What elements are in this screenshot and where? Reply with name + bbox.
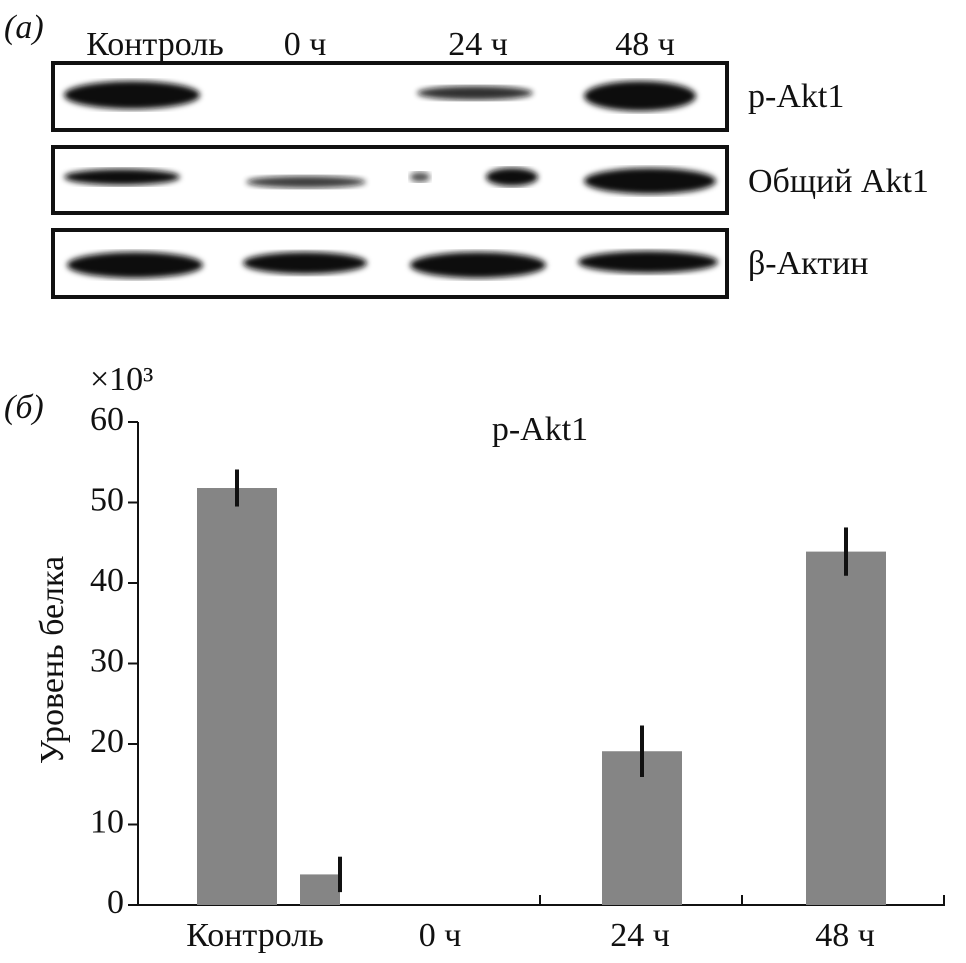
x-tick-label: 0 ч: [419, 917, 462, 954]
blot-row: [51, 145, 729, 215]
panel-label: (б): [4, 389, 44, 426]
y-multiplier: ×10³: [90, 361, 153, 398]
lane-label: 24 ч: [448, 26, 508, 63]
row-label: β-Актин: [748, 245, 869, 282]
bar: [806, 551, 886, 905]
x-tick-label: Контроль: [186, 917, 323, 954]
bar: [300, 874, 340, 905]
y-tick-label: 60: [90, 401, 124, 438]
blot-row: [51, 61, 729, 132]
y-tick-label: 0: [107, 884, 124, 921]
y-tick-label: 20: [90, 723, 124, 760]
lane-label: 48 ч: [615, 26, 675, 63]
x-tick-label: 48 ч: [815, 917, 875, 954]
lane-label: Контроль: [86, 26, 223, 63]
y-axis-label: Уровень белка: [34, 556, 71, 764]
bar: [197, 488, 277, 905]
chart-title: p-Akt1: [492, 411, 588, 448]
lane-label: 0 ч: [284, 26, 327, 63]
y-tick-label: 50: [90, 481, 124, 518]
row-label: Общий Akt1: [748, 163, 929, 200]
blot-row: [51, 228, 729, 299]
panel-label: (а): [4, 9, 44, 46]
x-tick-label: 24 ч: [610, 917, 670, 954]
row-label: p-Akt1: [748, 78, 844, 115]
y-tick-label: 10: [90, 803, 124, 840]
y-tick-label: 40: [90, 562, 124, 599]
y-tick-label: 30: [90, 642, 124, 679]
